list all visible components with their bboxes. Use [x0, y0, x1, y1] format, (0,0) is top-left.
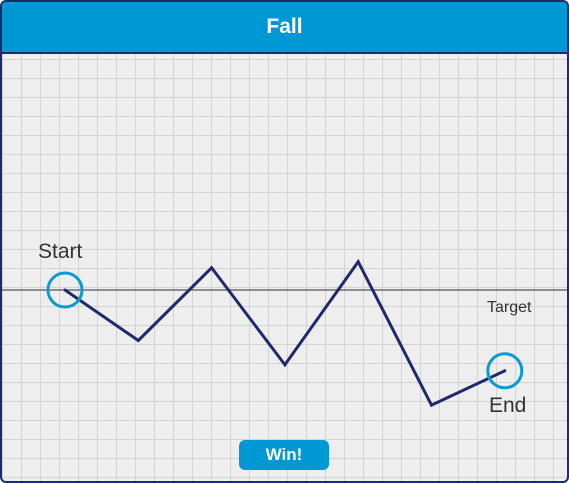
path-point — [356, 260, 360, 264]
path-point — [136, 339, 140, 342]
end-label: End — [489, 394, 527, 417]
path-point — [283, 363, 287, 367]
path-point — [430, 403, 433, 407]
start-marker[interactable] — [46, 271, 84, 309]
path-point — [503, 369, 507, 373]
title-divider — [2, 52, 567, 54]
win-button[interactable]: Win! — [239, 440, 329, 470]
path-point — [210, 266, 214, 270]
fall-path — [64, 258, 506, 408]
title-bar: Fall — [2, 2, 567, 52]
level-title: Fall — [266, 15, 303, 38]
end-marker[interactable] — [486, 352, 524, 390]
path-point — [63, 288, 67, 292]
start-label: Start — [38, 240, 83, 263]
target-label: Target — [487, 299, 532, 316]
